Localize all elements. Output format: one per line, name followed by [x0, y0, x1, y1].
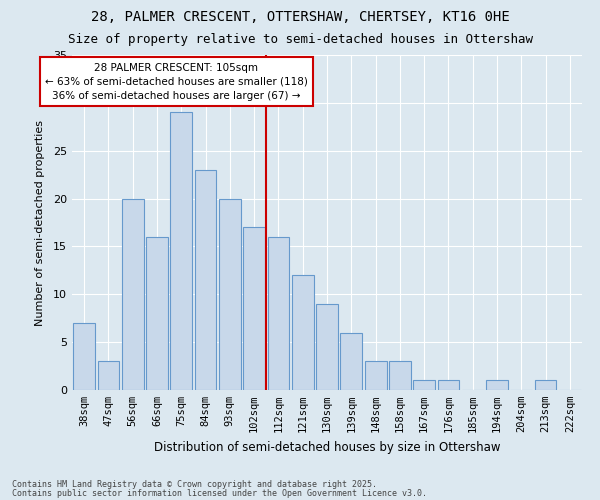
- Bar: [170, 112, 192, 390]
- Bar: [243, 228, 265, 390]
- Bar: [73, 323, 95, 390]
- Bar: [97, 362, 119, 390]
- Bar: [437, 380, 460, 390]
- Bar: [268, 237, 289, 390]
- Bar: [122, 198, 143, 390]
- Text: Size of property relative to semi-detached houses in Ottershaw: Size of property relative to semi-detach…: [67, 32, 533, 46]
- Bar: [365, 362, 386, 390]
- Text: 28, PALMER CRESCENT, OTTERSHAW, CHERTSEY, KT16 0HE: 28, PALMER CRESCENT, OTTERSHAW, CHERTSEY…: [91, 10, 509, 24]
- Bar: [535, 380, 556, 390]
- Y-axis label: Number of semi-detached properties: Number of semi-detached properties: [35, 120, 44, 326]
- Bar: [340, 332, 362, 390]
- Bar: [292, 275, 314, 390]
- Text: Contains HM Land Registry data © Crown copyright and database right 2025.: Contains HM Land Registry data © Crown c…: [12, 480, 377, 489]
- Text: Contains public sector information licensed under the Open Government Licence v3: Contains public sector information licen…: [12, 488, 427, 498]
- Bar: [413, 380, 435, 390]
- Bar: [389, 362, 411, 390]
- Bar: [219, 198, 241, 390]
- Bar: [486, 380, 508, 390]
- Bar: [316, 304, 338, 390]
- X-axis label: Distribution of semi-detached houses by size in Ottershaw: Distribution of semi-detached houses by …: [154, 440, 500, 454]
- Text: 28 PALMER CRESCENT: 105sqm
← 63% of semi-detached houses are smaller (118)
36% o: 28 PALMER CRESCENT: 105sqm ← 63% of semi…: [45, 62, 308, 100]
- Bar: [146, 237, 168, 390]
- Bar: [194, 170, 217, 390]
